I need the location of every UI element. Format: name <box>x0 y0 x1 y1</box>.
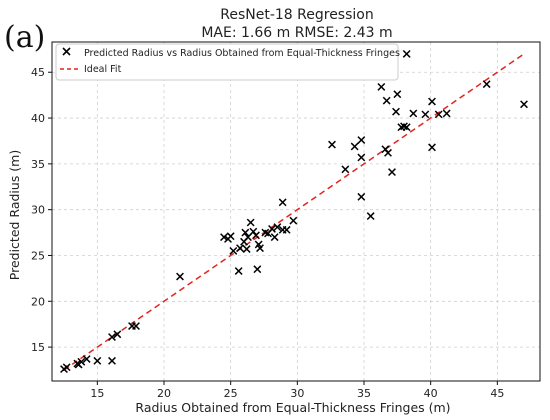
y-axis-label: Predicted Radius (m) <box>7 150 22 280</box>
scatter-series <box>60 49 528 374</box>
data-point <box>132 322 140 330</box>
data-point <box>392 107 400 116</box>
data-point <box>268 224 276 233</box>
x-tick-label: 30 <box>290 387 304 400</box>
plot-frame <box>51 41 541 382</box>
data-point <box>382 96 391 105</box>
data-point <box>434 110 443 119</box>
data-point <box>93 356 102 365</box>
legend-marker-x <box>62 47 71 56</box>
data-point <box>428 97 436 106</box>
data-point <box>242 245 251 253</box>
data-point <box>520 100 528 109</box>
data-point <box>108 356 116 365</box>
data-point <box>82 355 91 363</box>
ideal-fit-series <box>63 53 525 371</box>
data-point <box>229 246 238 255</box>
y-tick-label: 25 <box>31 249 45 262</box>
data-point <box>77 357 86 366</box>
legend-label-ideal-fit: Ideal Fit <box>84 64 122 75</box>
data-point <box>253 265 262 274</box>
data-point <box>428 143 436 152</box>
data-point <box>256 244 264 253</box>
data-point <box>357 192 366 201</box>
x-tick-label: 35 <box>357 387 371 400</box>
data-point <box>357 153 366 162</box>
data-point <box>62 363 71 372</box>
x-tick-label: 20 <box>157 387 171 400</box>
legend-label-predicted: Predicted Radius vs Radius Obtained from… <box>84 48 400 59</box>
y-tick-label: 35 <box>31 158 45 171</box>
data-point <box>289 216 298 225</box>
data-point <box>377 82 386 91</box>
data-point <box>236 244 244 253</box>
chart-subtitle: MAE: 1.66 m RMSE: 2.43 m <box>201 25 392 41</box>
x-axis-ticks: 15 20 25 30 35 40 45 <box>90 381 504 400</box>
y-tick-label: 20 <box>31 295 45 308</box>
grid-lines <box>52 42 540 381</box>
ideal-fit-line <box>63 53 525 371</box>
data-point <box>357 136 366 144</box>
data-point <box>226 232 235 241</box>
y-axis-ticks: 15 20 25 30 35 40 45 <box>31 66 52 354</box>
x-tick-label: 45 <box>490 387 504 400</box>
y-tick-label: 30 <box>31 204 45 217</box>
data-point <box>241 228 250 237</box>
x-axis-label: Radius Obtained from Equal-Thickness Fri… <box>135 400 450 415</box>
x-tick-label: 40 <box>424 387 438 400</box>
data-point <box>393 90 402 99</box>
data-point <box>113 330 122 339</box>
y-tick-label: 40 <box>31 112 45 125</box>
data-point <box>341 165 350 174</box>
x-tick-label: 25 <box>224 387 238 400</box>
data-point <box>482 80 491 89</box>
data-point <box>108 333 116 341</box>
data-point <box>328 140 336 149</box>
x-tick-label: 15 <box>90 387 104 400</box>
y-tick-label: 45 <box>31 66 45 79</box>
chart-title: ResNet-18 Regression <box>220 7 373 23</box>
data-point <box>388 168 396 177</box>
data-point <box>252 231 260 240</box>
data-point <box>234 267 243 275</box>
legend: Predicted Radius vs Radius Obtained from… <box>55 43 400 81</box>
data-point <box>409 109 418 118</box>
data-point <box>176 272 184 281</box>
legend-box <box>55 43 399 81</box>
data-point <box>278 198 287 207</box>
data-point <box>350 142 359 151</box>
data-point <box>270 233 279 242</box>
panel-label: (a) <box>4 20 46 55</box>
data-point <box>421 110 430 119</box>
data-point <box>246 218 255 227</box>
y-tick-label: 15 <box>31 341 45 354</box>
data-point <box>366 212 375 221</box>
data-point <box>384 148 392 157</box>
data-point <box>442 109 451 118</box>
data-point <box>282 225 291 234</box>
data-point <box>220 233 228 242</box>
data-point <box>402 123 411 132</box>
data-point <box>273 223 282 232</box>
data-point <box>402 49 411 58</box>
